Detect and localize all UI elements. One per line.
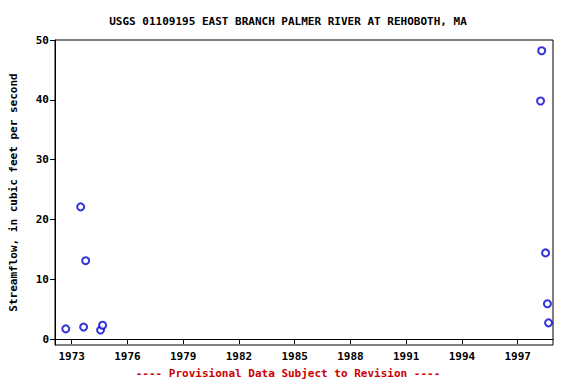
svg-text:40: 40	[36, 93, 49, 106]
svg-text:20: 20	[36, 213, 49, 226]
svg-text:50: 50	[36, 34, 49, 47]
svg-text:USGS 01109195 EAST BRANCH PALM: USGS 01109195 EAST BRANCH PALMER RIVER A…	[109, 15, 467, 28]
svg-text:1997: 1997	[504, 350, 531, 363]
svg-text:1973: 1973	[58, 350, 85, 363]
svg-text:10: 10	[36, 273, 49, 286]
svg-text:1988: 1988	[337, 350, 364, 363]
svg-text:1994: 1994	[449, 350, 476, 363]
svg-text:Streamflow, in cubic feet per: Streamflow, in cubic feet per second	[7, 73, 20, 311]
svg-text:1985: 1985	[281, 350, 308, 363]
svg-text:0: 0	[42, 333, 49, 346]
svg-text:1991: 1991	[393, 350, 420, 363]
svg-text:1982: 1982	[226, 350, 253, 363]
svg-text:1976: 1976	[114, 350, 141, 363]
svg-text:1979: 1979	[170, 350, 197, 363]
svg-text:30: 30	[36, 153, 49, 166]
svg-text:---- Provisional Data Subject: ---- Provisional Data Subject to Revisio…	[136, 367, 441, 380]
